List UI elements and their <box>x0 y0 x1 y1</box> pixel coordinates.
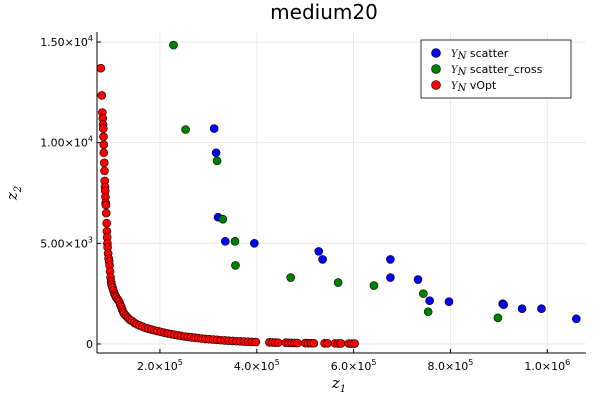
data-point <box>314 247 324 256</box>
data-point <box>517 304 527 314</box>
data-point <box>101 200 111 210</box>
data-point <box>212 156 222 166</box>
data-point <box>98 124 108 133</box>
data-point <box>102 218 111 228</box>
y-tick-label: 1.00×104 <box>40 135 93 150</box>
data-points <box>96 40 581 348</box>
data-point <box>286 273 295 282</box>
data-point <box>211 148 221 158</box>
data-point <box>333 278 343 287</box>
x-tick-label: 2.0×105 <box>137 358 183 373</box>
x-axis-label: z1 <box>331 374 346 395</box>
data-point <box>97 91 107 100</box>
data-point <box>493 313 503 323</box>
data-point <box>423 307 433 317</box>
x-tick-label: 1.0×106 <box>524 358 570 373</box>
legend-marker <box>431 80 441 90</box>
legend-entry-label: YN vOpt <box>451 79 497 94</box>
x-tick-label: 8.0×105 <box>428 358 474 373</box>
data-point <box>251 337 261 347</box>
series-vOpt <box>96 63 359 348</box>
data-point <box>386 273 395 282</box>
y-tick-label: 1.50×104 <box>40 34 93 49</box>
data-point <box>100 166 109 176</box>
data-point <box>444 297 454 306</box>
data-point <box>181 125 190 134</box>
y-axis-label-sub: 2 <box>13 186 24 193</box>
data-point <box>209 124 219 133</box>
data-point <box>96 63 106 73</box>
data-point <box>99 148 109 158</box>
y-axis-label: z2 <box>3 186 24 201</box>
x-tick-label: 4.0×105 <box>234 358 280 373</box>
data-point <box>169 40 178 50</box>
legend-marker <box>431 48 441 58</box>
x-tick-label: 6.0×105 <box>331 358 377 373</box>
x-axis-label-sub: 1 <box>340 384 346 395</box>
legend-marker <box>431 64 441 74</box>
data-point <box>99 132 108 141</box>
data-point <box>425 296 434 305</box>
data-point <box>218 214 228 224</box>
data-point <box>250 239 259 248</box>
legend-entry-label: YN scatter <box>451 47 509 62</box>
data-point <box>231 261 240 270</box>
series-scatter <box>209 124 581 324</box>
data-point <box>419 289 428 298</box>
data-point <box>318 255 327 264</box>
data-point <box>386 255 395 264</box>
series-scatter-cross <box>169 40 503 323</box>
legend-box <box>420 39 572 99</box>
data-point <box>273 338 283 347</box>
chart-title: medium20 <box>270 0 378 24</box>
data-point <box>413 275 423 284</box>
data-point <box>350 339 359 348</box>
data-point <box>323 339 332 348</box>
y-axis-label-main: z <box>3 192 21 201</box>
data-point <box>336 339 346 348</box>
data-point <box>369 281 379 290</box>
axes <box>96 32 586 354</box>
data-point <box>221 237 230 246</box>
data-point <box>101 208 111 218</box>
data-point <box>230 237 240 246</box>
data-point <box>537 304 546 314</box>
data-point <box>99 140 109 150</box>
x-axis-ticks: 2.0×105 4.0×105 6.0×105 8.0×105 1.0×106 <box>137 349 570 373</box>
data-point <box>572 314 581 324</box>
y-axis-ticks: 0 5.00×103 1.00×104 1.50×104 <box>40 34 101 351</box>
legend-entry-label: YN scatter_cross <box>451 63 543 78</box>
x-axis-label-main: z <box>331 374 340 392</box>
y-tick-label: 5.00×103 <box>40 235 93 250</box>
y-tick-label: 0 <box>86 338 93 351</box>
data-point <box>99 158 109 168</box>
data-point <box>309 338 319 348</box>
data-point <box>499 300 508 309</box>
data-point <box>293 338 302 348</box>
